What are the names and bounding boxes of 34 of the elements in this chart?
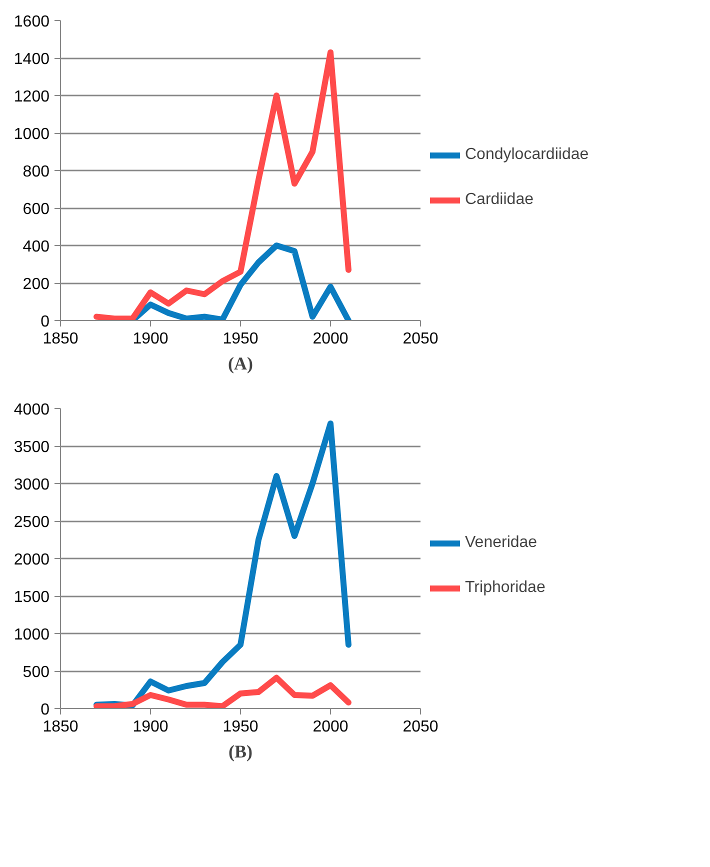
y-tick-label: 1000 [14, 626, 50, 644]
y-tick-label: 3500 [14, 439, 50, 456]
x-tick-label: 1850 [42, 718, 78, 736]
x-tick-label: 1950 [222, 330, 258, 348]
text: (B) [228, 742, 253, 762]
y-tick-label: 0 [40, 702, 50, 718]
legend-label: Cardiidae [465, 191, 534, 209]
x-tick-label: 2000 [312, 718, 348, 736]
legend-label: Condylocardiidae [465, 146, 589, 164]
y-tick-label: 1600 [14, 14, 50, 30]
x-tick-label: 1950 [222, 718, 258, 736]
x-tick-label: 2000 [312, 330, 348, 348]
x-tick-label: 1900 [132, 718, 168, 736]
x-tick-label: 1900 [132, 330, 168, 348]
y-tick-label: 200 [22, 276, 50, 293]
y-tick-label: 2500 [14, 514, 50, 531]
y-tick-label: 1400 [14, 51, 50, 68]
y-tick-label: 4000 [14, 402, 50, 418]
y-tick-label: 600 [22, 201, 50, 218]
x-tick-label: 2050 [402, 718, 438, 736]
x-tick-label: 1850 [42, 330, 78, 348]
legend-label: Veneridae [465, 534, 538, 552]
y-tick-label: 0 [40, 314, 50, 330]
legend-label: Triphoridae [465, 579, 546, 597]
y-tick-label: 500 [22, 664, 50, 681]
y-tick-label: 3000 [14, 476, 50, 494]
y-tick-label: 800 [22, 164, 50, 180]
y-tick-label: 1500 [14, 589, 50, 606]
y-tick-label: 1000 [14, 126, 50, 143]
text: (A) [228, 354, 254, 374]
y-tick-label: 1200 [14, 88, 50, 106]
y-tick-label: 400 [22, 238, 50, 256]
y-tick-label: 2000 [14, 552, 50, 568]
x-tick-label: 2050 [402, 330, 438, 348]
